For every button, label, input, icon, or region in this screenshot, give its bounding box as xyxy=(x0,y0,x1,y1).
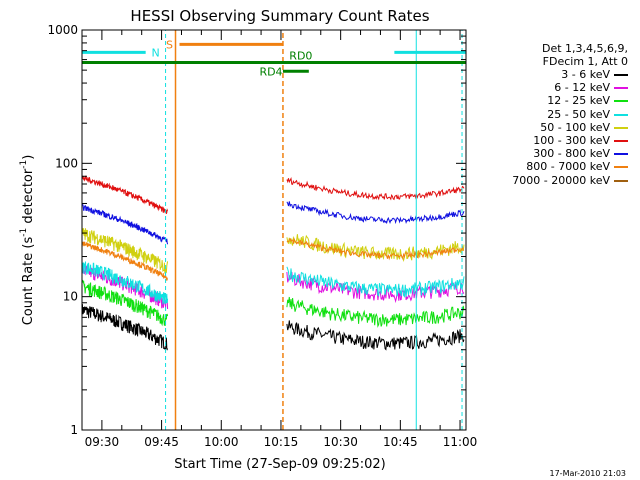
legend-entry: 100 - 300 keV xyxy=(533,134,628,147)
x-tick-label: 11:00 xyxy=(443,435,478,449)
series-line-6-seg-1 xyxy=(286,201,465,225)
y-axis-label-sup2: -1 xyxy=(19,160,29,169)
legend-entry: 12 - 25 keV xyxy=(547,94,628,107)
legend-swatch xyxy=(614,100,628,103)
series-line-3-seg-0 xyxy=(81,260,169,305)
legend-swatch xyxy=(614,87,628,90)
x-tick-label: 10:45 xyxy=(383,435,418,449)
n-flag-label: N xyxy=(151,46,159,59)
series-line-1-seg-1 xyxy=(286,271,465,304)
legend-swatch xyxy=(614,126,628,129)
legend-swatch xyxy=(614,74,628,76)
legend-swatch xyxy=(614,153,628,156)
series-line-7-seg-0 xyxy=(81,241,169,281)
y-tick-label: 10 xyxy=(63,290,78,304)
series-line-5-seg-0 xyxy=(81,175,169,214)
axis-ticks: 1 10 100 1000 09:30 09:45 10:00 10:15 10:30 10:45… xyxy=(47,23,477,449)
y-tick-label: 100 xyxy=(55,156,78,170)
legend-header-2: FDecim 1, Att 0 xyxy=(542,55,628,68)
legend-entry: 800 - 7000 keV xyxy=(526,160,628,173)
plot-area: NS RD0 RD4 xyxy=(81,30,466,430)
series-line-0-seg-0 xyxy=(81,304,169,351)
legend-entry: 25 - 50 keV xyxy=(547,108,628,121)
x-axis-label: Start Time (27-Sep-09 09:25:02) xyxy=(174,457,385,472)
legend-entry: 7000 - 20000 keV xyxy=(512,174,628,187)
legend-label: 7000 - 20000 keV xyxy=(512,173,610,187)
y-axis-label: Count Rate (s-1 detector-1) xyxy=(19,155,36,326)
x-tick-label: 10:15 xyxy=(264,435,299,449)
s-flag-label: S xyxy=(166,38,173,51)
legend-label: 25 - 50 keV xyxy=(547,107,610,121)
series-line-2-seg-1 xyxy=(286,296,465,328)
x-tick-label: 10:00 xyxy=(204,435,239,449)
legend-entry: 6 - 12 keV xyxy=(554,81,628,94)
y-tick-label: 1000 xyxy=(47,23,78,37)
legend-entry: 3 - 6 keV xyxy=(561,68,628,81)
legend-header-1: Det 1,3,4,5,6,9, xyxy=(541,42,628,55)
legend-label: 50 - 100 keV xyxy=(540,120,610,134)
axes-frame xyxy=(81,29,467,431)
series-line-7-seg-1 xyxy=(286,237,465,261)
legend-swatch xyxy=(614,113,628,116)
x-tick-label: 10:30 xyxy=(323,435,358,449)
plot-frame xyxy=(81,29,467,431)
legend-label: 100 - 300 keV xyxy=(533,134,610,147)
y-axis-label-part3: ) xyxy=(21,155,36,160)
legend-entry: 300 - 800 keV xyxy=(533,147,628,160)
series-line-6-seg-0 xyxy=(82,204,169,245)
rd4-flag-label: RD4 xyxy=(259,65,282,78)
legend-label: 300 - 800 keV xyxy=(533,147,610,161)
series-line-5-seg-1 xyxy=(286,177,465,201)
y-axis-label-sup1: -1 xyxy=(19,228,29,237)
y-axis-label-part1: Count Rate (s xyxy=(21,237,36,326)
x-tick-label: 09:45 xyxy=(144,435,179,449)
rd0-flag-label: RD0 xyxy=(289,50,312,63)
series-line-4-seg-1 xyxy=(286,234,465,262)
legend-label: 800 - 7000 keV xyxy=(526,160,610,174)
series-line-2-seg-0 xyxy=(81,279,169,327)
chart-title: HESSI Observing Summary Count Rates xyxy=(130,7,429,25)
x-tick-label: 09:30 xyxy=(85,435,120,449)
legend-entry: 50 - 100 keV xyxy=(540,121,628,134)
legend-label: 12 - 25 keV xyxy=(547,94,610,108)
series-line-3-seg-1 xyxy=(286,266,465,298)
y-axis-label-part2: detector xyxy=(21,168,36,228)
legend-swatch xyxy=(614,166,628,169)
legend-label: 3 - 6 keV xyxy=(561,68,610,81)
series-line-0-seg-1 xyxy=(286,320,465,351)
legend-swatch xyxy=(614,140,628,142)
legend-label: 6 - 12 keV xyxy=(554,81,610,95)
series-line-4-seg-0 xyxy=(81,227,169,276)
legend-swatch xyxy=(614,179,628,182)
footer-timestamp: 17-Mar-2010 21:03 xyxy=(549,469,627,478)
y-tick-label: 1 xyxy=(70,423,78,437)
